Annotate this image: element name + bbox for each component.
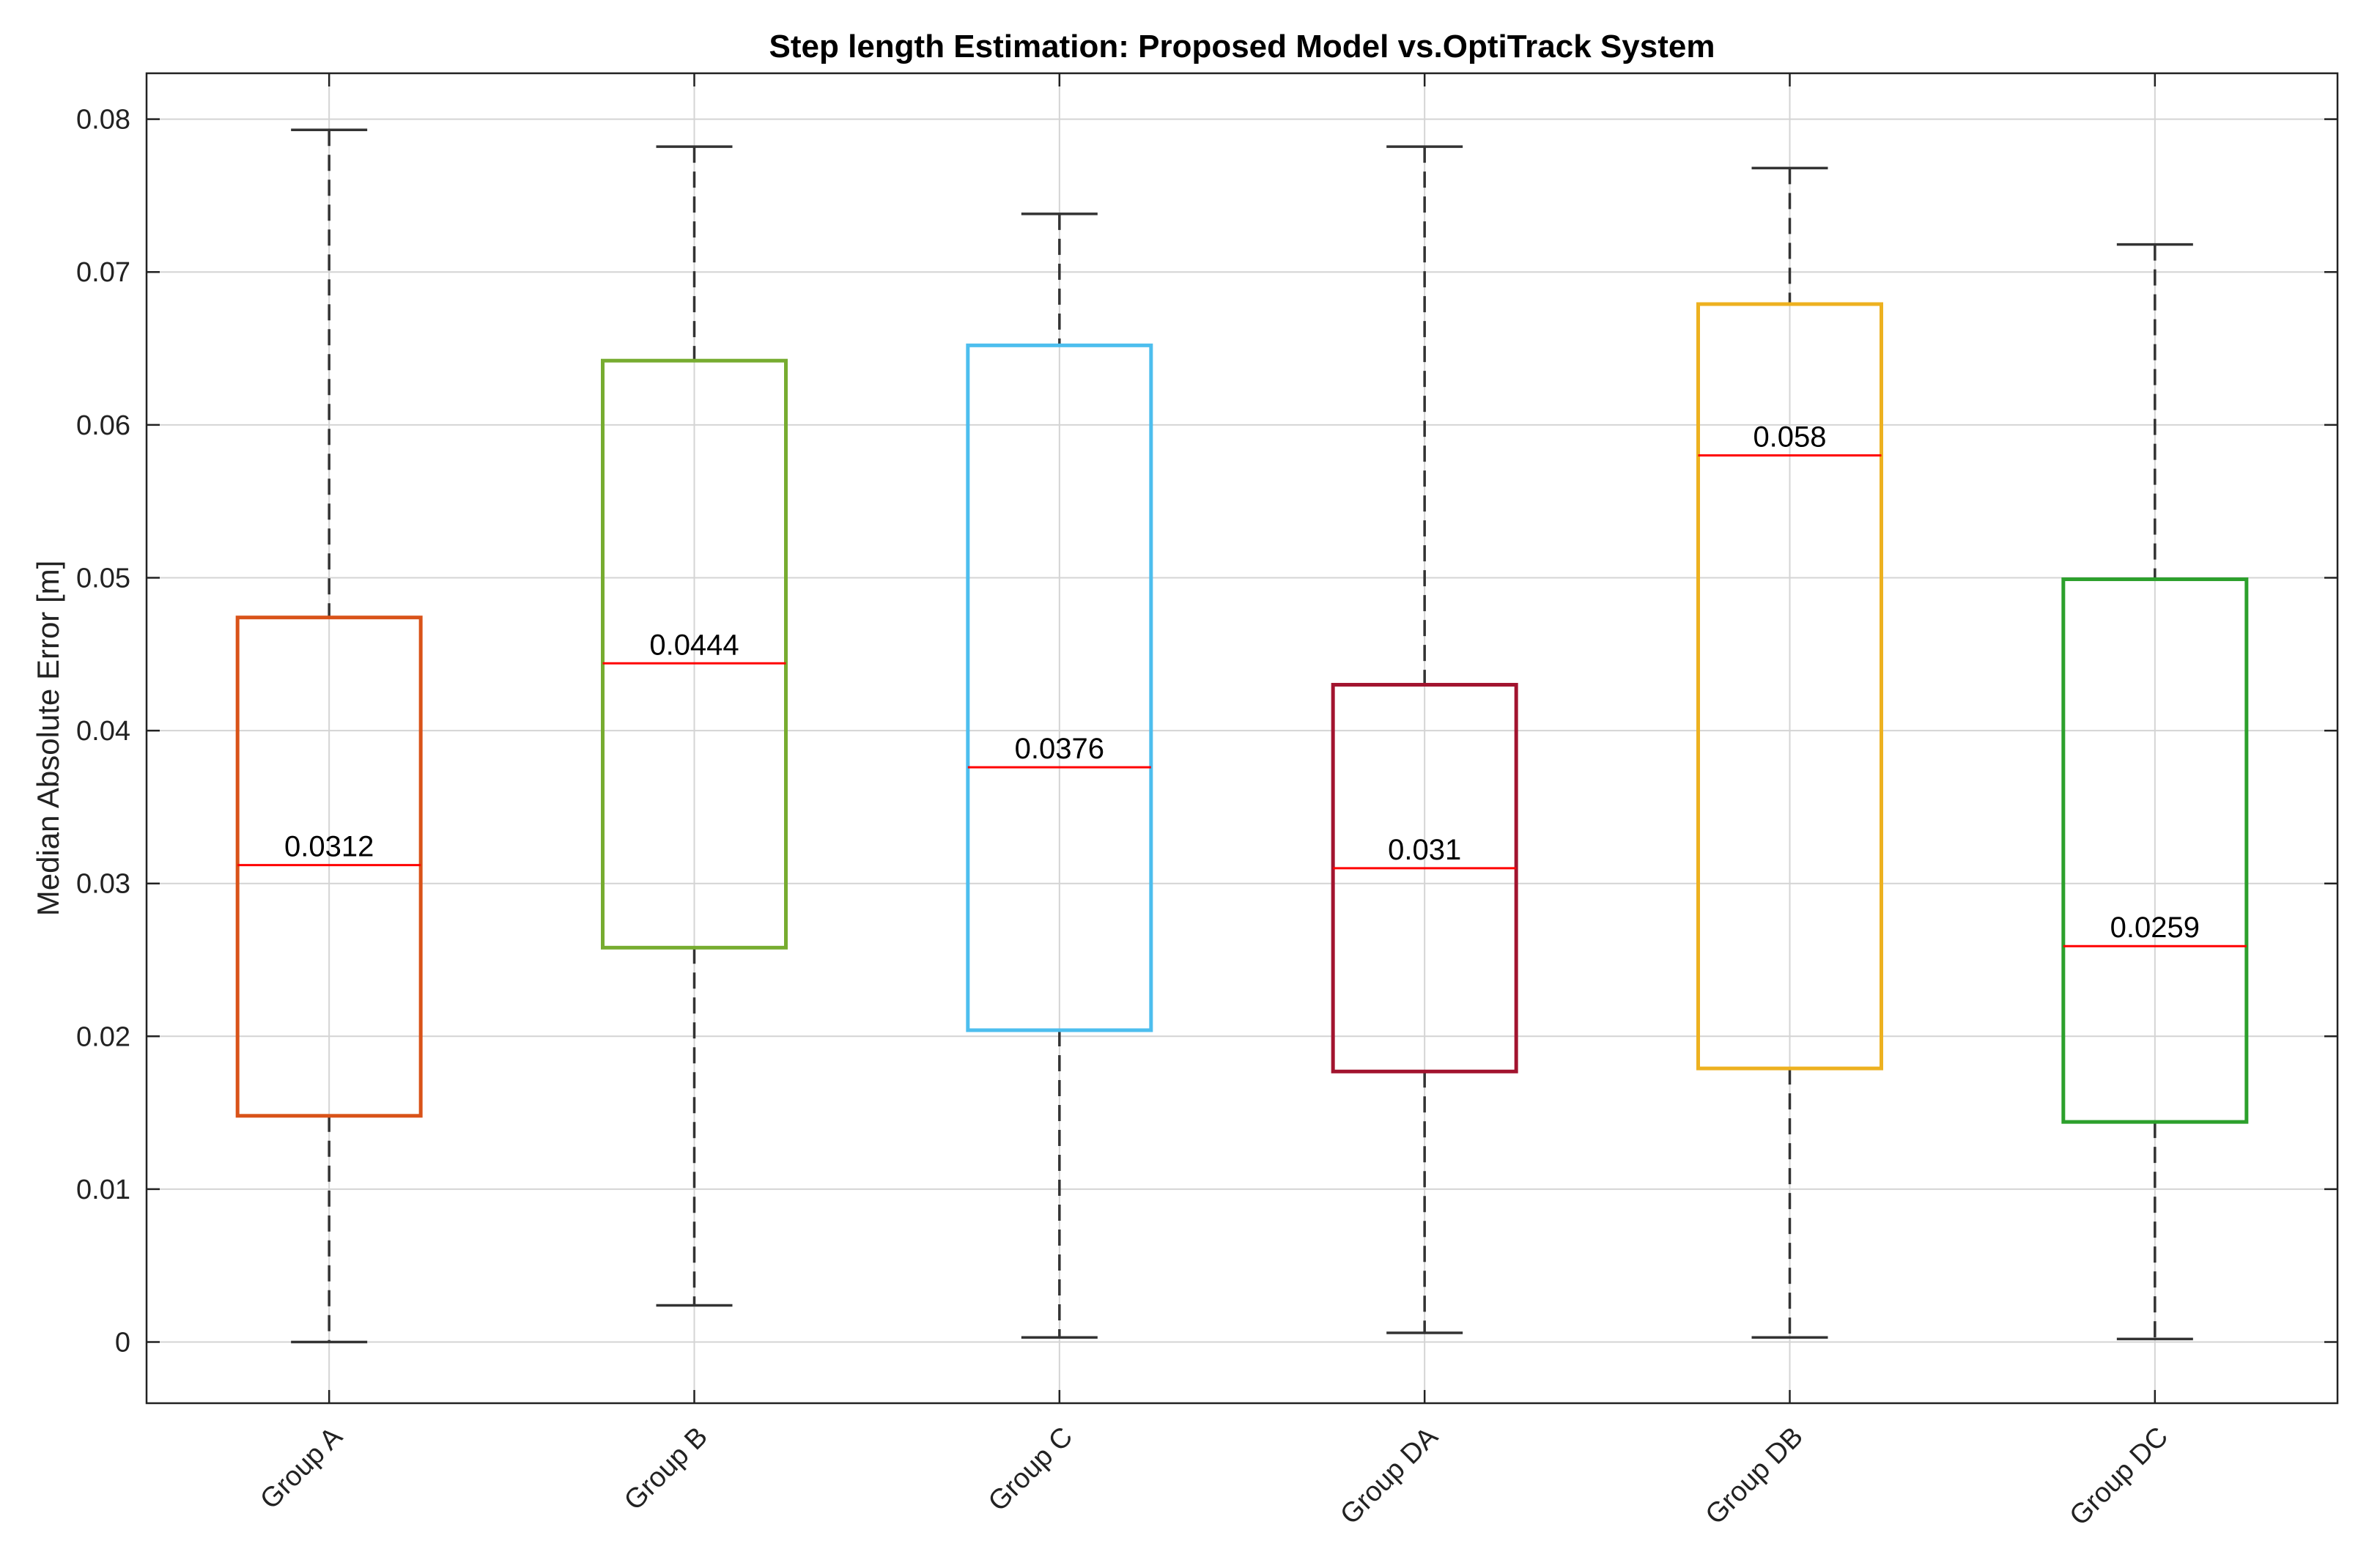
median-value-label: 0.0376 (1015, 733, 1104, 765)
median-value-label: 0.031 (1388, 834, 1461, 866)
ticks (147, 73, 2338, 1403)
y-tick-label: 0.06 (76, 410, 130, 441)
iqr-box (235, 616, 423, 1118)
y-tick-label: 0 (115, 1328, 130, 1358)
y-tick-label: 0.04 (76, 716, 130, 747)
boxes: 0.0312 0.0444 0.0376 0.031 0.058 0.0259 (235, 128, 2249, 1344)
box-group: 0.0444 (601, 145, 788, 1307)
y-tick-label: 0.05 (76, 563, 130, 594)
y-tick-label: 0.01 (76, 1175, 130, 1205)
y-tick-label: 0.08 (76, 105, 130, 136)
iqr-box (1696, 302, 1883, 1071)
box-group: 0.0259 (2061, 243, 2249, 1341)
iqr-box (966, 343, 1153, 1032)
iqr-box (1331, 682, 1518, 1073)
box-group: 0.0376 (966, 212, 1153, 1339)
y-tick-label: 0.07 (76, 257, 130, 288)
iqr-box (2061, 577, 2249, 1124)
y-axis-label: Median Absolute Error [m] (31, 561, 65, 917)
y-tick-label: 0.03 (76, 869, 130, 900)
median-value-label: 0.058 (1753, 421, 1826, 454)
box-group: 0.0312 (235, 128, 423, 1344)
median-value-label: 0.0444 (649, 629, 739, 661)
plot-frame (145, 72, 2339, 1405)
median-value-label: 0.0259 (2110, 912, 2200, 944)
median-value-label: 0.0312 (284, 831, 374, 863)
box-group: 0.058 (1696, 166, 1883, 1339)
chart-title: Step length Estimation: Proposed Model v… (769, 29, 1715, 64)
iqr-box (601, 358, 788, 950)
y-tick-label: 0.02 (76, 1021, 130, 1052)
box-group: 0.031 (1331, 145, 1518, 1334)
